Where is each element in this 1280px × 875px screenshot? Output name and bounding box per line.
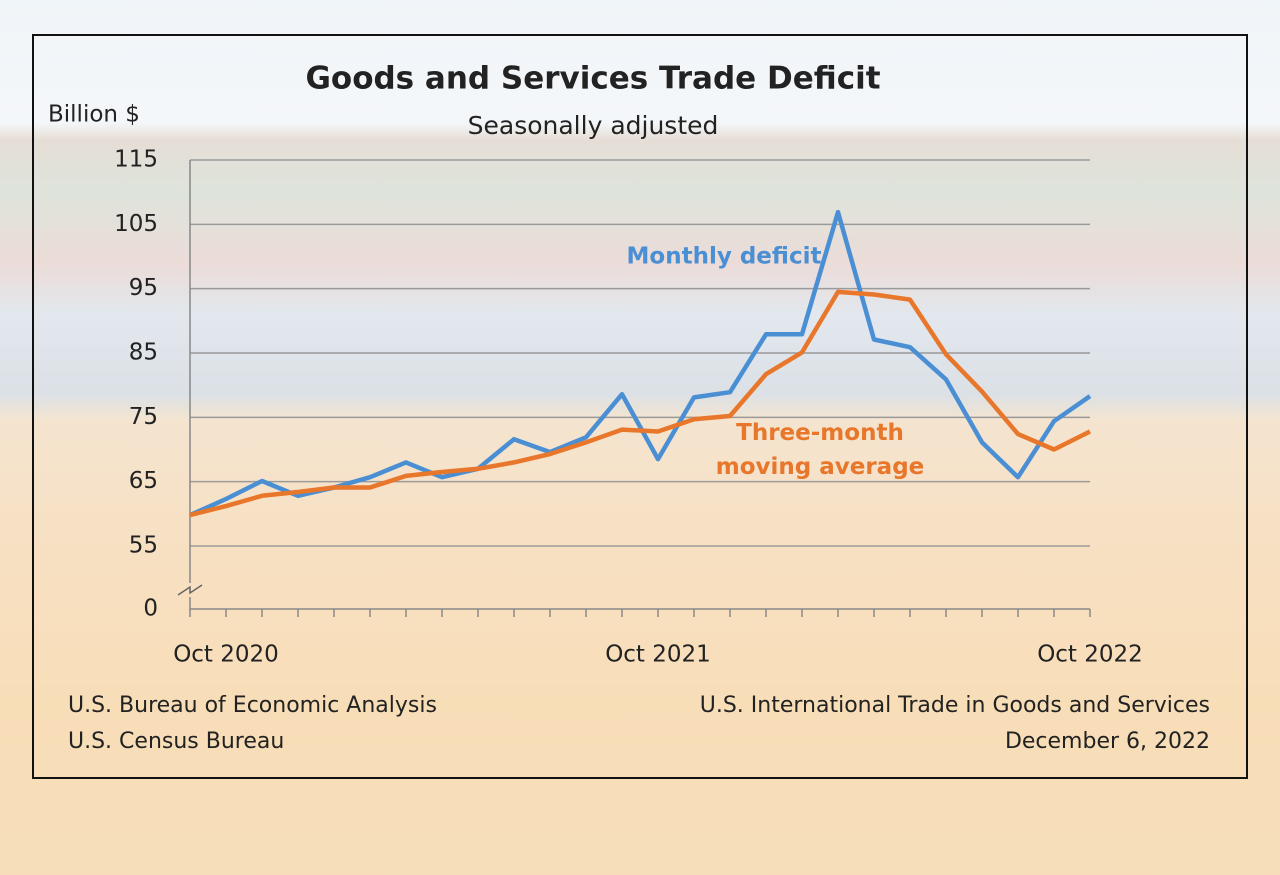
release-date: December 6, 2022 xyxy=(1005,729,1210,754)
y-tick-label: 85 xyxy=(129,340,158,366)
y-axis-label: Billion $ xyxy=(48,102,140,128)
source: U.S. Bureau of Economic Analysis xyxy=(68,693,437,718)
series-label: Monthly deficit xyxy=(627,244,822,270)
series-label: Three-month moving average xyxy=(715,420,925,480)
y-tick-label: 75 xyxy=(129,404,158,430)
axis-break xyxy=(177,584,203,596)
chart-subtitle: Seasonally adjusted xyxy=(468,111,719,140)
series-line xyxy=(189,289,1092,518)
y-tick-label: 95 xyxy=(129,275,158,301)
x-tick-label: Oct 2021 xyxy=(605,642,711,668)
release-title: U.S. International Trade in Goods and Se… xyxy=(700,693,1210,718)
y-tick-label: 0 xyxy=(143,596,158,622)
x-tick-label: Oct 2020 xyxy=(173,642,279,668)
x-tick-label: Oct 2022 xyxy=(1037,642,1143,668)
chart-frame xyxy=(32,34,1248,779)
y-tick-label: 115 xyxy=(114,147,158,173)
chart-title: Goods and Services Trade Deficit xyxy=(305,61,880,97)
y-tick-label: 55 xyxy=(129,533,158,559)
source: U.S. Census Bureau xyxy=(68,729,284,754)
y-tick-label: 105 xyxy=(114,211,158,237)
y-tick-label: 65 xyxy=(129,468,158,494)
